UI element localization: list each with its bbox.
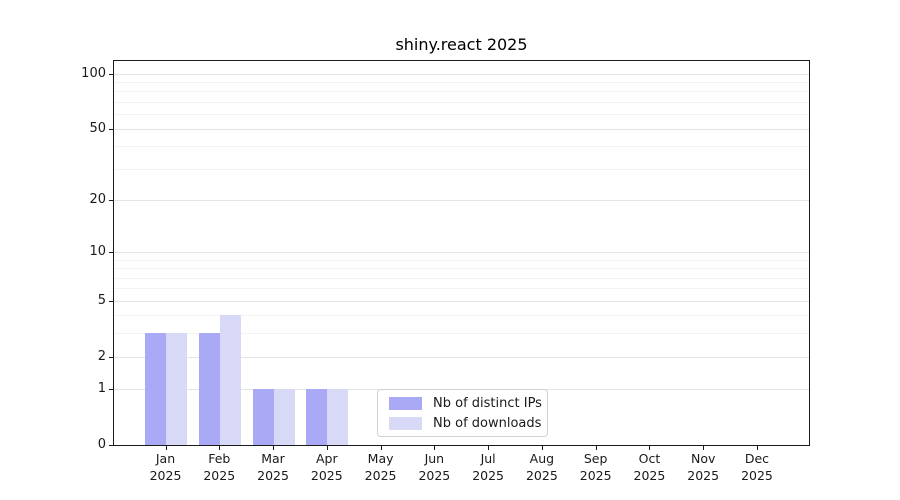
y-tick [109,128,113,130]
major-gridline [114,128,809,130]
plot-area [113,60,810,446]
minor-gridline [114,81,809,83]
x-tick [380,446,382,450]
bar-downloads-apr [327,389,349,445]
x-tick [273,446,275,450]
bar-distinct-ips-jan [145,333,166,445]
minor-gridline [114,315,809,317]
minor-gridline [114,288,809,290]
y-tick [109,73,113,75]
y-tick-label: 5 [97,292,106,308]
x-tick [756,446,758,450]
legend-swatch-downloads [389,416,422,430]
x-tick-label: Jul 2025 [472,451,505,483]
y-tick [109,251,113,253]
x-tick-label: Jan 2025 [149,451,182,483]
legend-item-downloads: Nb of downloads [378,415,547,431]
y-tick [109,199,113,201]
y-tick-label: 20 [89,191,106,207]
minor-gridline [114,277,809,279]
bar-distinct-ips-apr [306,389,328,445]
x-tick-label: May 2025 [364,451,397,483]
legend-item-distinct-ips: Nb of distinct IPs [378,395,547,411]
bar-downloads-feb [219,315,241,445]
x-tick [595,446,597,450]
minor-gridline [114,333,809,335]
y-tick-label: 1 [97,381,106,397]
minor-gridline [114,146,809,148]
x-tick [649,446,651,450]
major-gridline [114,73,809,75]
x-tick-label: Sep 2025 [579,451,612,483]
x-tick [219,446,221,450]
y-tick [109,389,113,391]
x-tick [703,446,705,450]
bar-downloads-mar [273,389,295,445]
y-tick [109,445,113,446]
x-tick-label: Apr 2025 [310,451,343,483]
y-tick [109,300,113,302]
major-gridline [114,300,809,302]
x-tick [165,446,167,450]
major-gridline [114,251,809,253]
x-tick-label: Oct 2025 [633,451,666,483]
minor-gridline [114,114,809,116]
x-tick-label: Mar 2025 [257,451,289,483]
bar-distinct-ips-mar [252,389,274,445]
legend-label-downloads: Nb of downloads [433,415,542,431]
y-tick-label: 10 [89,243,106,259]
x-tick [434,446,436,450]
x-tick-label: Aug 2025 [525,451,558,483]
x-tick [326,446,328,450]
legend-label-distinct-ips: Nb of distinct IPs [433,395,542,411]
major-gridline [114,356,809,358]
bar-downloads-jan [166,333,187,445]
x-tick-label: Dec 2025 [741,451,773,483]
x-tick [488,446,490,450]
legend-swatch-distinct-ips [389,396,422,410]
x-tick-label: Feb 2025 [203,451,236,483]
y-tick-label: 2 [97,348,106,364]
y-tick-label: 0 [97,437,106,452]
minor-gridline [114,268,809,270]
bar-distinct-ips-feb [198,333,220,445]
minor-gridline [114,101,809,103]
y-tick-label: 100 [81,65,106,81]
chart-title: shiny.react 2025 [395,35,528,54]
major-gridline [114,199,809,201]
minor-gridline [114,168,809,170]
x-tick-label: Nov 2025 [687,451,720,483]
minor-gridline [114,259,809,261]
x-tick-label: Jun 2025 [418,451,451,483]
legend: Nb of distinct IPs Nb of downloads [377,389,548,437]
x-tick [541,446,543,450]
minor-gridline [114,91,809,93]
y-tick [109,356,113,358]
y-tick-label: 50 [89,120,106,136]
